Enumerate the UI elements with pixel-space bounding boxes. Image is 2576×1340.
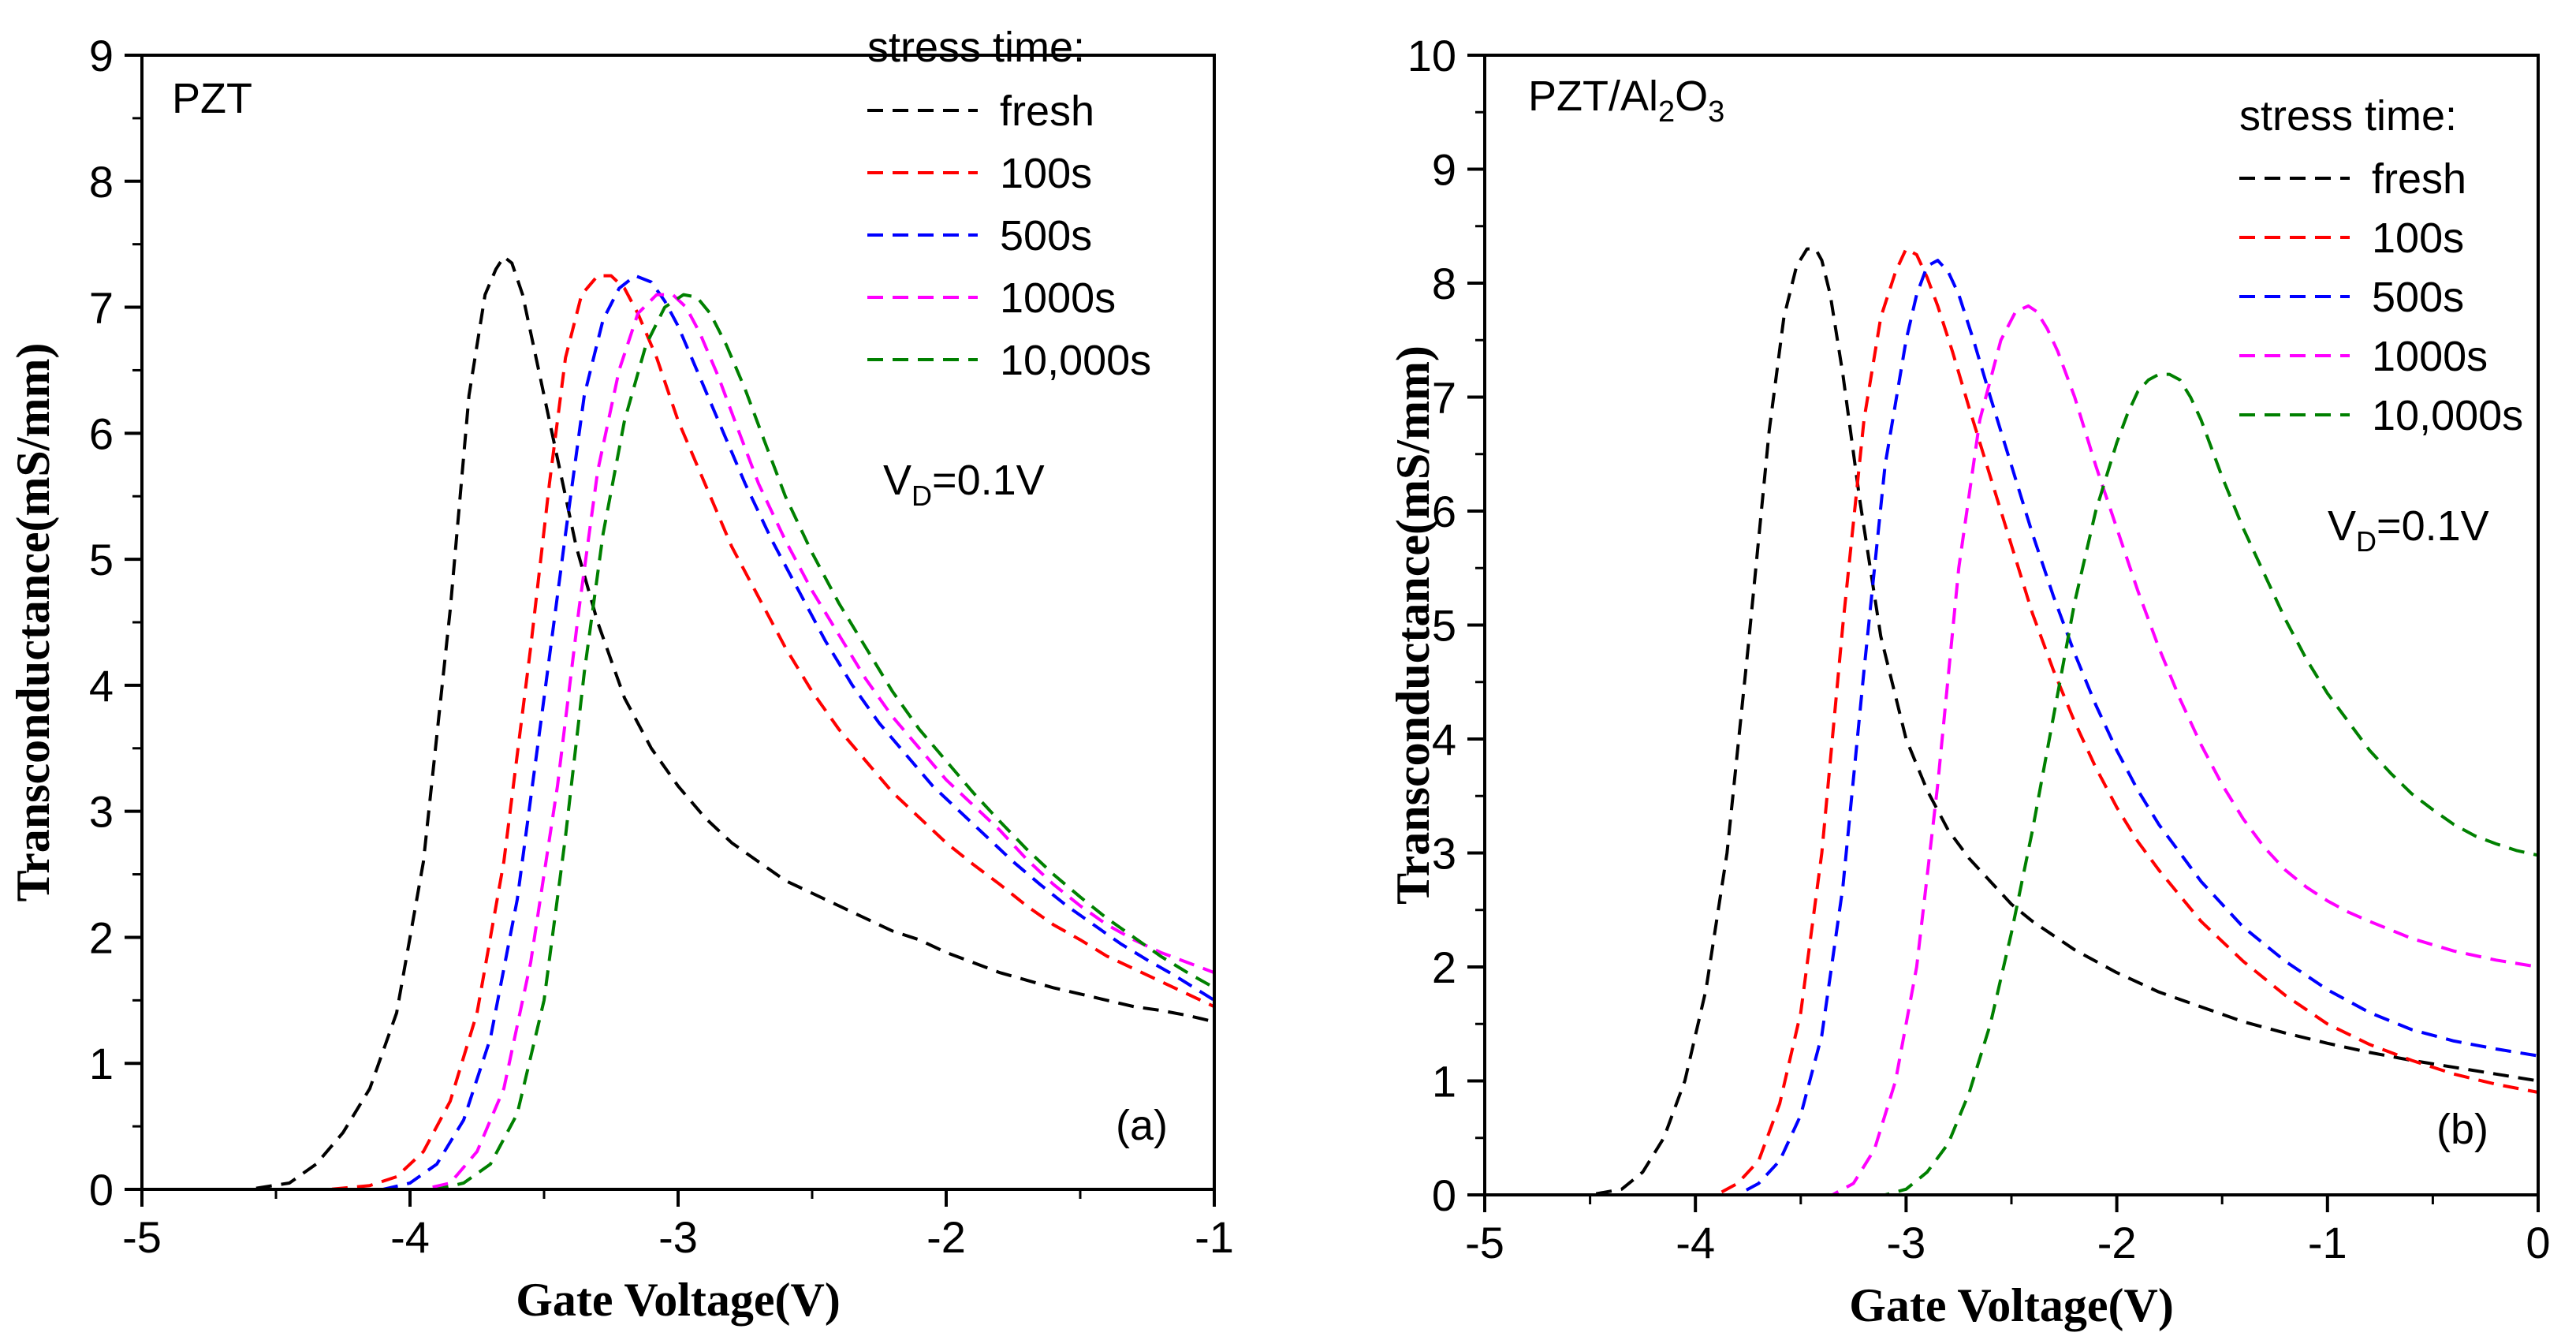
y-axis-title: Transconductance(mS/mm) bbox=[7, 343, 59, 902]
legend-label: 10,000s bbox=[2372, 392, 2523, 439]
legend-label: 1000s bbox=[1000, 274, 1116, 322]
x-tick-label: 0 bbox=[2526, 1218, 2550, 1267]
series-line-3 bbox=[1495, 259, 2539, 1196]
y-tick-label: 1 bbox=[1432, 1057, 1456, 1107]
y-tick-label: 8 bbox=[89, 157, 114, 207]
legend-label: 100s bbox=[2372, 215, 2464, 262]
bias-annotation: VD=0.1V bbox=[883, 457, 1045, 512]
series-line-4 bbox=[1495, 304, 2539, 1196]
series-line-1 bbox=[155, 255, 1215, 1191]
series-line-5 bbox=[155, 293, 1215, 1191]
legend-label: 500s bbox=[2372, 274, 2464, 321]
y-tick-label: 5 bbox=[1432, 601, 1456, 651]
y-tick-label: 3 bbox=[1432, 829, 1456, 879]
legend-label: 10,000s bbox=[1000, 337, 1151, 384]
chart-panel-b: -5 -4 -3 -2 -1 0 0 1 2 3 4 5 6 7 8 9 10 Gate Voltage(V) Tr… bbox=[1387, 31, 2551, 1331]
x-tick-label: -2 bbox=[2097, 1218, 2137, 1267]
legend-label: fresh bbox=[2372, 155, 2466, 203]
x-tick-label: -5 bbox=[1465, 1218, 1504, 1267]
bias-annotation: VD=0.1V bbox=[2328, 502, 2489, 558]
x-axis-title: Gate Voltage(V) bbox=[1849, 1279, 2174, 1331]
y-tick-label: 2 bbox=[89, 913, 114, 962]
y-tick-label: 6 bbox=[89, 409, 114, 458]
y-tick-label: 2 bbox=[1432, 942, 1456, 992]
chart-panel-a: -5 -4 -3 -2 -1 0 1 2 3 4 5 6 7 8 9 Gate Voltage(V) Trans… bbox=[7, 24, 1234, 1326]
y-tick-label: 4 bbox=[1432, 715, 1456, 764]
legend-title: stress time: bbox=[867, 24, 1085, 71]
legend-label: 500s bbox=[1000, 212, 1092, 259]
x-tick-label: -1 bbox=[1195, 1212, 1234, 1262]
sample-label: PZT bbox=[172, 75, 252, 122]
y-tick-label: 7 bbox=[1432, 373, 1456, 423]
x-tick-label: -3 bbox=[1887, 1218, 1926, 1267]
y-tick-label: 8 bbox=[1432, 259, 1456, 308]
y-tick-label: 4 bbox=[89, 661, 114, 711]
series-line-4 bbox=[155, 293, 1215, 1191]
series-line-2 bbox=[155, 274, 1215, 1191]
series-line-5 bbox=[1495, 372, 2539, 1196]
y-tick-label: 0 bbox=[1432, 1170, 1456, 1220]
legend-label: 100s bbox=[1000, 150, 1092, 197]
y-tick-label: 9 bbox=[1432, 145, 1456, 195]
y-tick-label: 7 bbox=[89, 283, 114, 333]
y-tick-label: 3 bbox=[89, 787, 114, 837]
panel-label: (a) bbox=[1116, 1102, 1168, 1149]
y-tick-label: 1 bbox=[89, 1039, 114, 1088]
series-line-2 bbox=[1495, 247, 2539, 1196]
x-tick-label: -5 bbox=[122, 1212, 162, 1262]
y-tick-label: 6 bbox=[1432, 487, 1456, 536]
sample-label: PZT/Al2O3 bbox=[1528, 73, 1724, 129]
y-tick-label: 9 bbox=[89, 31, 114, 80]
y-tick-label: 10 bbox=[1407, 31, 1456, 80]
x-tick-label: -1 bbox=[2308, 1218, 2347, 1267]
y-tick-label: 5 bbox=[89, 535, 114, 584]
x-tick-label: -4 bbox=[1676, 1218, 1715, 1267]
series-line-1 bbox=[1495, 247, 2539, 1196]
x-tick-label: -2 bbox=[926, 1212, 966, 1262]
legend-label: 1000s bbox=[2372, 333, 2488, 380]
x-tick-label: -4 bbox=[390, 1212, 430, 1262]
panel-label: (b) bbox=[2436, 1106, 2488, 1153]
x-tick-label: -3 bbox=[658, 1212, 698, 1262]
y-tick-label: 0 bbox=[89, 1165, 114, 1215]
x-axis-title: Gate Voltage(V) bbox=[516, 1274, 841, 1326]
legend-label: fresh bbox=[1000, 88, 1094, 135]
legend-title: stress time: bbox=[2239, 92, 2457, 140]
y-axis-title: Transconductance(mS/mm) bbox=[1387, 345, 1439, 905]
series-line-3 bbox=[155, 274, 1216, 1191]
